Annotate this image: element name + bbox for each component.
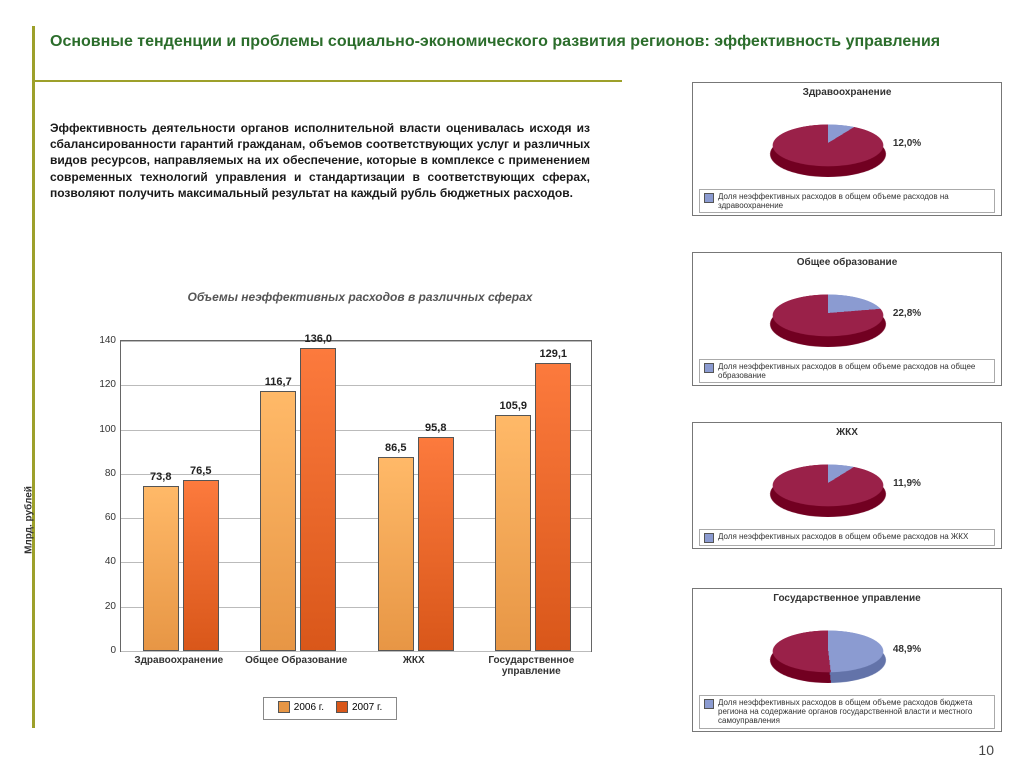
- pie-legend: Доля неэффективных расходов в общем объе…: [699, 359, 995, 383]
- bar-ytick: 80: [56, 468, 116, 479]
- pie-legend: Доля неэффективных расходов в общем объе…: [699, 529, 995, 546]
- bar-ytick: 120: [56, 379, 116, 390]
- bar: 105,9: [495, 415, 531, 651]
- pie-percent-label: 11,9%: [893, 478, 921, 489]
- pie-chart: [766, 294, 890, 336]
- bar-ytick: 20: [56, 601, 116, 612]
- pie-chart: [766, 464, 890, 506]
- bar-category-label: Государственное управление: [476, 655, 586, 677]
- bar-value-label: 105,9: [490, 400, 536, 412]
- intro-paragraph: Эффективность деятельности органов испол…: [50, 120, 590, 201]
- bar-ytick: 100: [56, 424, 116, 435]
- bar-category-label: Общее Образование: [241, 655, 351, 666]
- bar-value-label: 95,8: [413, 422, 459, 434]
- bar-chart: Млрд. рублей 02040608010012014073,876,51…: [50, 320, 610, 720]
- bar-legend: 2006 г.2007 г.: [263, 697, 397, 720]
- bar-ytick: 0: [56, 645, 116, 656]
- pie-chart: [766, 124, 890, 166]
- bar-value-label: 136,0: [295, 333, 341, 345]
- pie-panel: Общее образование 22,8% Доля неэффективных…: [692, 252, 1002, 386]
- page-title: Основные тенденции и проблемы социально-…: [50, 32, 990, 53]
- bar-category-label: Здравоохранение: [124, 655, 234, 666]
- pie-percent-label: 22,8%: [893, 308, 921, 319]
- bar-category-label: ЖКХ: [359, 655, 469, 666]
- bar: 129,1: [535, 363, 571, 651]
- pie-title: ЖКХ: [699, 427, 995, 438]
- bar-ytick: 60: [56, 512, 116, 523]
- pie-title: Общее образование: [699, 257, 995, 268]
- pie-legend: Доля неэффективных расходов в общем объе…: [699, 189, 995, 213]
- bar: 116,7: [260, 391, 296, 651]
- bar-value-label: 129,1: [530, 348, 576, 360]
- bar-y-axis-label: Млрд. рублей: [23, 486, 34, 554]
- pie-panel: Здравоохранение 12,0% Доля неэффективных р…: [692, 82, 1002, 216]
- page-number: 10: [978, 742, 994, 758]
- bar: 76,5: [183, 480, 219, 651]
- bar-chart-title: Объемы неэффективных расходов в различны…: [120, 290, 600, 304]
- bar-value-label: 86,5: [373, 442, 419, 454]
- bar: 95,8: [418, 437, 454, 651]
- bar-ytick: 40: [56, 556, 116, 567]
- bar: 73,8: [143, 486, 179, 651]
- pie-panel: Государственное управление 48,9% Доля неэф…: [692, 588, 1002, 732]
- accent-line-under-title: [32, 80, 622, 82]
- bar-value-label: 76,5: [178, 465, 224, 477]
- accent-line-vertical: [32, 26, 35, 728]
- pie-percent-label: 48,9%: [893, 644, 921, 655]
- bar-ytick: 140: [56, 335, 116, 346]
- pie-chart: [766, 630, 890, 672]
- pie-panel: ЖКХ 11,9% Доля неэффективных расходов в об…: [692, 422, 1002, 549]
- pie-percent-label: 12,0%: [893, 138, 921, 149]
- pie-title: Здравоохранение: [699, 87, 995, 98]
- bar-value-label: 116,7: [255, 376, 301, 388]
- bar: 86,5: [378, 457, 414, 651]
- pie-legend: Доля неэффективных расходов в общем объе…: [699, 695, 995, 729]
- pie-title: Государственное управление: [699, 593, 995, 604]
- bar-plot-area: 02040608010012014073,876,5116,7136,086,5…: [120, 340, 592, 652]
- bar: 136,0: [300, 348, 336, 651]
